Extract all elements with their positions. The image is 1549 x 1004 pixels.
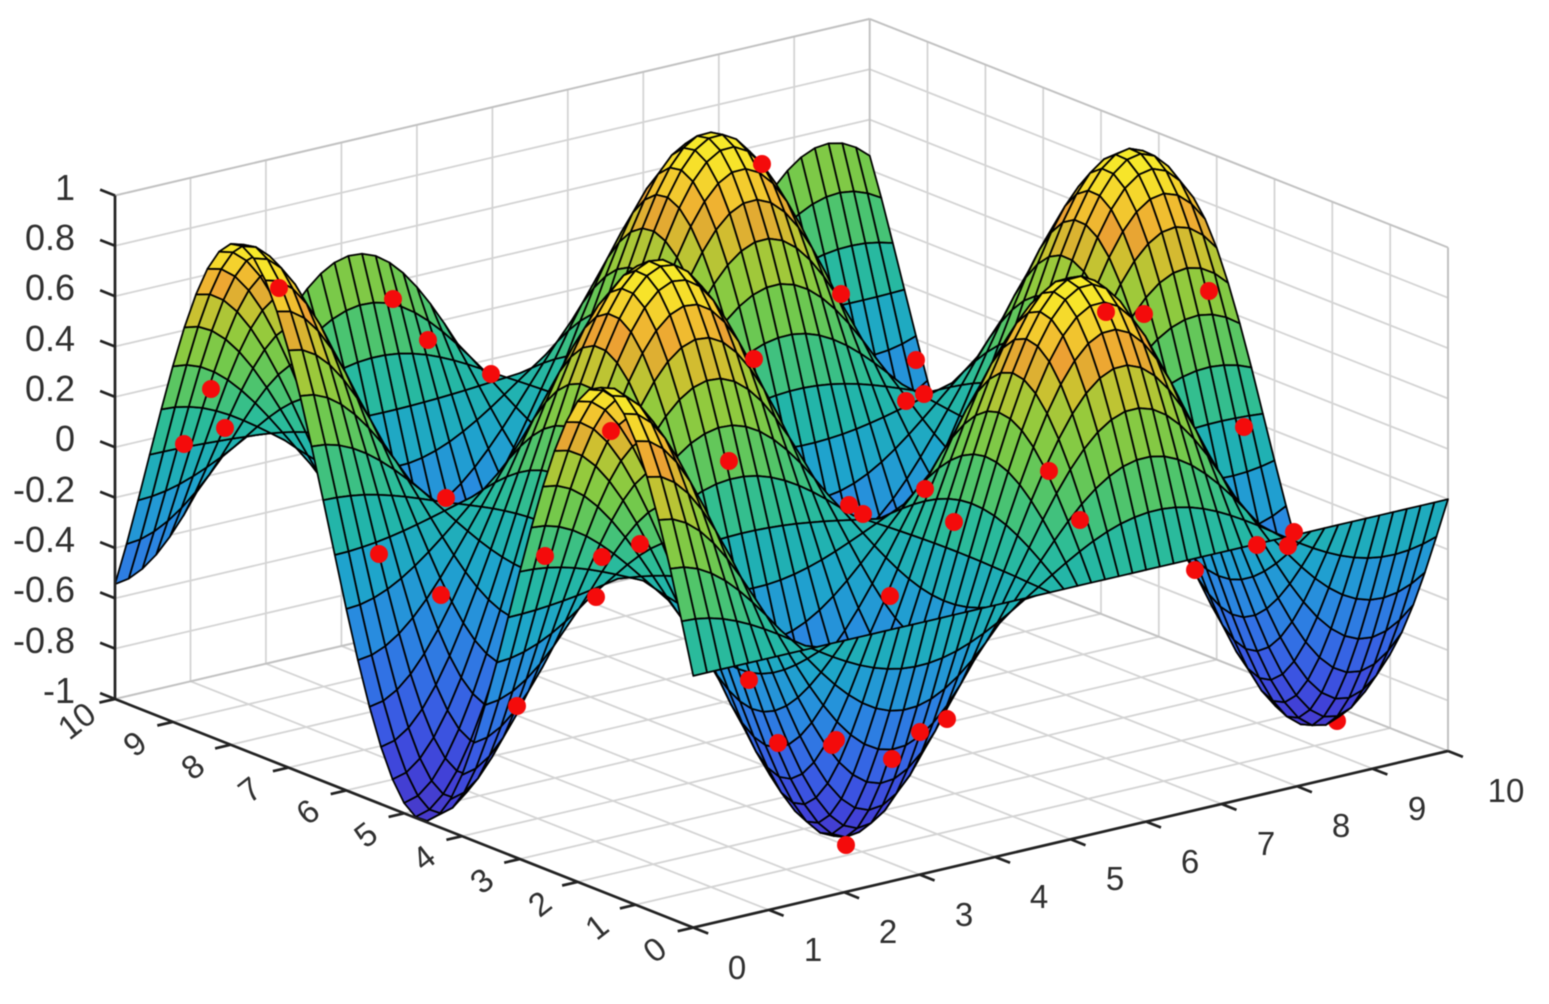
svg-text:-0.6: -0.6 — [13, 569, 75, 610]
svg-text:0: 0 — [728, 949, 746, 986]
svg-text:-1: -1 — [43, 670, 75, 711]
svg-text:0.8: 0.8 — [25, 217, 75, 258]
svg-text:5: 5 — [1106, 860, 1124, 897]
svg-text:0.2: 0.2 — [25, 368, 75, 409]
svg-text:0: 0 — [55, 418, 75, 459]
svg-text:1: 1 — [804, 931, 822, 968]
svg-text:9: 9 — [1408, 790, 1426, 827]
svg-text:-0.8: -0.8 — [13, 620, 75, 661]
svg-text:0.6: 0.6 — [25, 267, 75, 308]
svg-text:2: 2 — [879, 913, 897, 950]
svg-text:-0.4: -0.4 — [13, 519, 75, 560]
svg-text:6: 6 — [1181, 843, 1199, 880]
svg-text:10: 10 — [1488, 772, 1525, 809]
svg-text:7: 7 — [1257, 825, 1275, 862]
svg-text:1: 1 — [55, 167, 75, 208]
svg-text:8: 8 — [1332, 807, 1350, 844]
svg-text:0.4: 0.4 — [25, 318, 75, 359]
svg-text:-0.2: -0.2 — [13, 469, 75, 510]
svg-text:3: 3 — [955, 896, 973, 933]
svg-text:4: 4 — [1030, 878, 1048, 915]
